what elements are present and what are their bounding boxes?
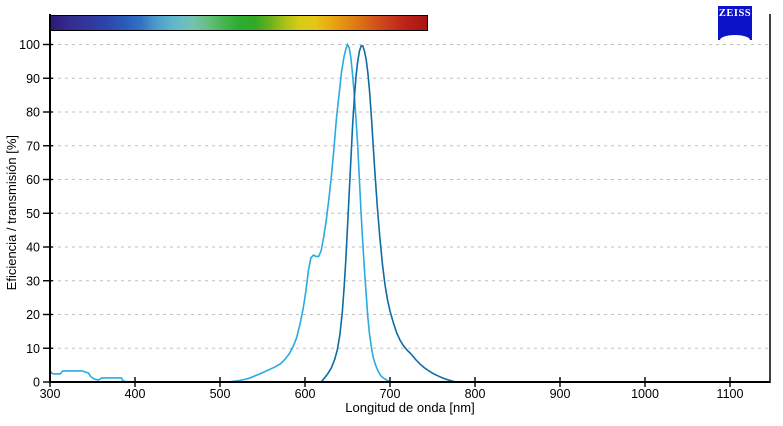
zeiss-logo: ZEISS xyxy=(718,6,752,40)
x-axis-title: Longitud de onda [nm] xyxy=(345,400,475,415)
y-tick-label: 90 xyxy=(26,72,40,86)
y-tick-label: 10 xyxy=(26,342,40,356)
y-tick-label: 20 xyxy=(26,308,40,322)
y-tick-label: 50 xyxy=(26,207,40,221)
visible-spectrum-bar xyxy=(50,15,428,31)
y-tick-label: 0 xyxy=(33,376,40,390)
x-tick-label: 700 xyxy=(380,387,401,401)
curve-excitation xyxy=(49,42,392,383)
curve-emission xyxy=(320,45,457,383)
y-tick-label: 30 xyxy=(26,274,40,288)
y-tick-label: 60 xyxy=(26,173,40,187)
x-tick-label: 1000 xyxy=(631,387,659,401)
x-tick-label: 900 xyxy=(550,387,571,401)
x-tick-label: 600 xyxy=(295,387,316,401)
y-tick-label: 100 xyxy=(19,38,40,52)
x-tick-label: 400 xyxy=(125,387,146,401)
zeiss-lens-icon xyxy=(720,35,750,40)
x-tick-label: 800 xyxy=(465,387,486,401)
x-tick-label: 300 xyxy=(40,387,61,401)
y-tick-label: 80 xyxy=(26,106,40,120)
zeiss-logo-text: ZEISS xyxy=(718,8,752,19)
x-tick-label: 500 xyxy=(210,387,231,401)
x-tick-label: 1100 xyxy=(717,387,744,401)
y-axis-title-text: Eficiencia / transmisión [%] xyxy=(3,135,19,291)
y-tick-label: 40 xyxy=(26,241,40,255)
y-tick-label: 70 xyxy=(26,139,40,153)
y-axis-title: Eficiencia / transmisión [%] xyxy=(2,44,20,382)
